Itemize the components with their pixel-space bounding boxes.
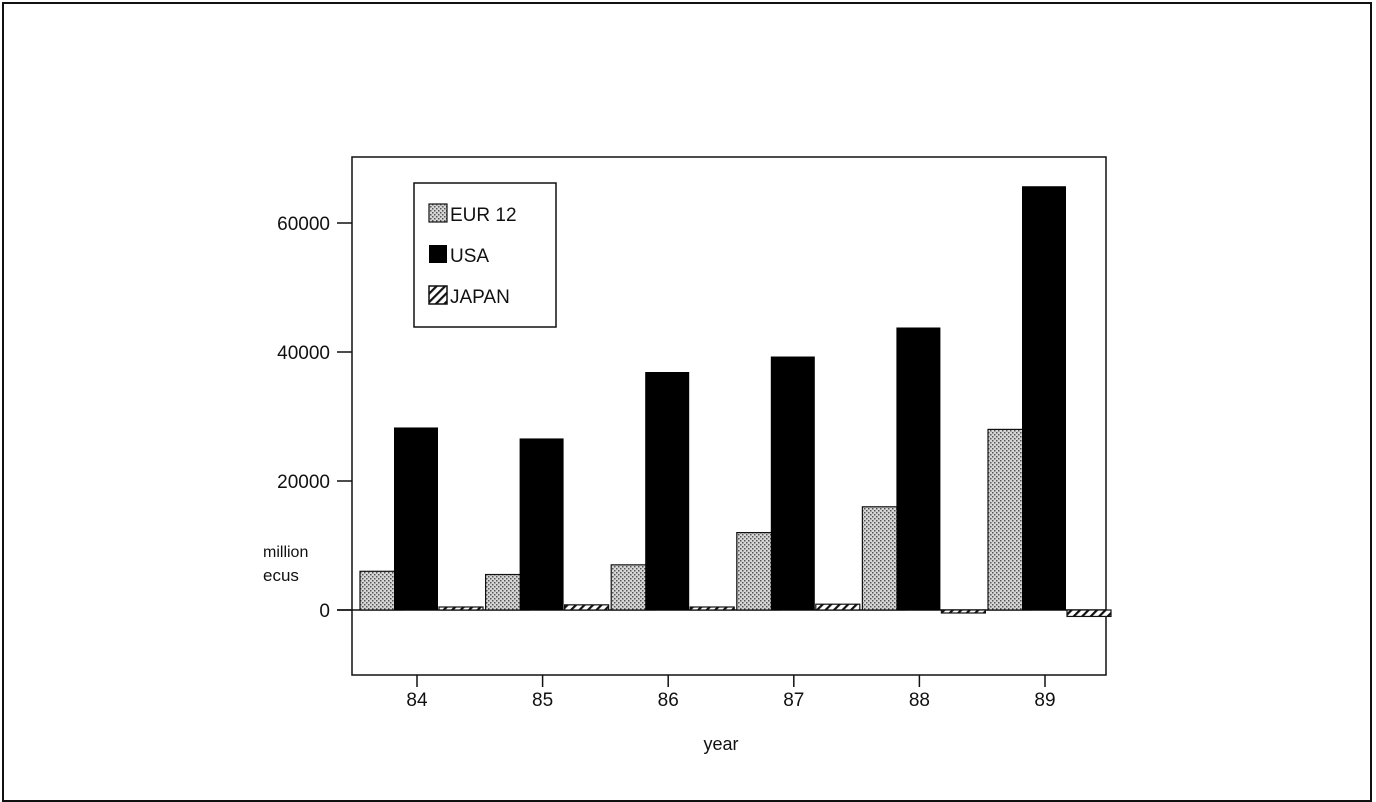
legend-swatch-eur12: [429, 204, 447, 222]
bar-chart: 0 20000 40000 60000 84 85 86 87 88 89 million ec…: [0, 0, 1376, 776]
x-axis-title: year: [703, 734, 738, 754]
y-tick-label: 20000: [277, 472, 330, 493]
legend-label-japan: JAPAN: [450, 287, 510, 308]
x-axis: 84 85 86 87 88 89: [406, 675, 1055, 711]
x-tick-label: 88: [909, 690, 930, 711]
bar-japan-84: [439, 607, 483, 610]
bar-japan-88: [941, 610, 985, 613]
bar-usa-87: [771, 357, 815, 610]
bar-usa-89: [1022, 186, 1066, 610]
bar-japan-86: [690, 607, 734, 610]
y-axis-label-line2: ecus: [263, 566, 299, 585]
bar-usa-85: [520, 438, 564, 610]
x-tick-label: 84: [406, 690, 428, 711]
x-tick-label: 86: [658, 690, 679, 711]
bar-japan-87: [816, 604, 860, 610]
legend-swatch-usa: [429, 245, 447, 263]
x-tick-label: 85: [532, 690, 553, 711]
x-tick-label: 87: [783, 690, 804, 711]
legend: EUR 12 USA JAPAN: [414, 183, 556, 327]
legend-label-usa: USA: [450, 246, 489, 267]
bar-usa-88: [896, 327, 940, 610]
y-tick-label: 40000: [277, 343, 330, 364]
x-tick-label: 89: [1034, 690, 1055, 711]
legend-label-eur12: EUR 12: [450, 205, 517, 226]
y-tick-label: 0: [319, 601, 330, 622]
bar-japan-89: [1067, 610, 1111, 616]
y-tick-label: 60000: [277, 214, 330, 235]
y-axis-label-line1: million: [263, 544, 308, 561]
bar-japan-85: [565, 605, 609, 610]
bar-usa-86: [645, 372, 689, 610]
legend-swatch-japan: [429, 286, 447, 304]
bar-usa-84: [394, 427, 438, 610]
